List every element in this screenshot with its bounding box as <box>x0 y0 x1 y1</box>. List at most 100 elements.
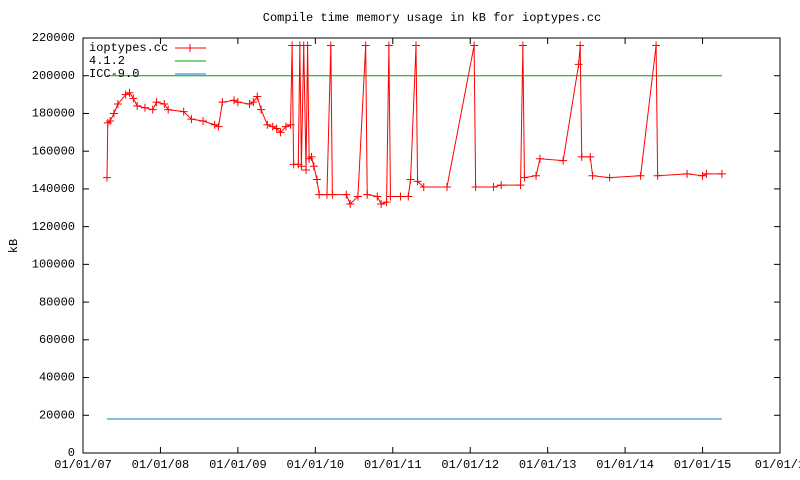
point-marker <box>109 109 118 118</box>
point-marker <box>412 41 421 50</box>
y-tick-label: 0 <box>68 446 75 460</box>
point-marker <box>312 175 321 184</box>
point-marker <box>263 120 272 129</box>
point-marker <box>328 190 337 199</box>
point-marker <box>419 183 428 192</box>
point-marker <box>272 124 281 133</box>
point-marker <box>559 156 568 165</box>
x-tick-label: 01/01/08 <box>132 458 190 472</box>
x-tick-label: 01/01/07 <box>54 458 112 472</box>
point-marker <box>346 200 355 208</box>
x-tick-label: 01/01/12 <box>441 458 499 472</box>
x-tick-label: 01/01/1 <box>755 458 800 472</box>
point-marker <box>605 173 614 182</box>
point-marker <box>382 198 391 207</box>
legend-label: ICC-9.0 <box>89 67 139 81</box>
y-axis-label: kB <box>7 239 21 253</box>
point-marker <box>520 173 529 182</box>
point-marker <box>698 171 707 180</box>
point-marker <box>442 183 451 192</box>
legend-label: 4.1.2 <box>89 54 125 68</box>
point-marker <box>302 166 311 175</box>
point-marker <box>249 98 258 107</box>
point-marker <box>281 122 290 131</box>
x-tick-label: 01/01/09 <box>209 458 267 472</box>
point-marker <box>683 169 692 178</box>
point-marker <box>342 190 351 199</box>
point-marker <box>245 100 254 109</box>
point-marker <box>129 94 138 103</box>
point-marker <box>518 41 527 50</box>
point-marker <box>315 190 324 199</box>
point-marker <box>121 90 130 99</box>
x-tick-label: 01/01/10 <box>287 458 345 472</box>
point-marker <box>133 101 142 110</box>
point-marker <box>140 103 149 112</box>
plot-border <box>82 37 781 454</box>
point-marker <box>702 169 711 178</box>
point-marker <box>532 171 541 180</box>
point-marker <box>404 192 413 201</box>
point-marker <box>148 105 157 114</box>
chart-title: Compile time memory usage in kB for iopt… <box>263 11 601 25</box>
point-marker <box>652 41 661 50</box>
point-marker <box>574 60 583 69</box>
point-marker <box>576 41 585 50</box>
series-line <box>106 45 722 205</box>
point-marker <box>160 100 169 109</box>
point-marker <box>288 41 297 50</box>
point-marker <box>230 96 239 105</box>
point-marker <box>309 162 318 171</box>
point-marker <box>125 88 134 97</box>
point-marker <box>384 41 393 50</box>
y-tick-label: 120000 <box>32 220 75 234</box>
y-tick-label: 180000 <box>32 107 75 121</box>
x-tick-label: 01/01/15 <box>674 458 732 472</box>
point-marker <box>103 173 112 182</box>
point-marker <box>152 98 161 107</box>
point-marker <box>113 100 122 109</box>
legend-marker <box>186 44 194 52</box>
point-marker <box>106 117 115 125</box>
point-marker <box>489 183 498 192</box>
point-marker <box>636 171 645 180</box>
point-marker <box>413 177 422 186</box>
y-tick-label: 140000 <box>32 182 75 196</box>
point-marker <box>257 105 266 114</box>
point-marker <box>588 171 597 180</box>
y-tick-label: 60000 <box>39 333 75 347</box>
point-marker <box>268 122 277 131</box>
x-tick-label: 01/01/13 <box>519 458 577 472</box>
x-tick-label: 01/01/14 <box>596 458 654 472</box>
point-marker <box>164 105 173 114</box>
point-marker <box>363 190 372 199</box>
point-marker <box>214 122 223 131</box>
point-marker <box>276 128 285 137</box>
point-marker <box>516 181 525 190</box>
point-marker <box>535 154 544 163</box>
point-marker <box>471 183 480 192</box>
y-tick-label: 160000 <box>32 144 75 158</box>
point-marker <box>396 192 405 201</box>
point-marker <box>386 192 395 201</box>
point-marker <box>586 152 595 161</box>
point-marker <box>361 41 370 50</box>
point-marker <box>218 98 227 107</box>
point-marker <box>497 181 506 190</box>
y-tick-label: 40000 <box>39 371 75 385</box>
point-marker <box>253 92 262 101</box>
point-marker <box>286 120 295 129</box>
y-tick-label: 200000 <box>32 69 75 83</box>
point-marker <box>297 162 306 171</box>
point-marker <box>210 120 219 129</box>
point-marker <box>233 98 242 107</box>
y-tick-label: 220000 <box>32 31 75 45</box>
point-marker <box>307 152 316 161</box>
y-tick-label: 20000 <box>39 408 75 422</box>
point-marker <box>470 41 479 50</box>
legend-label: ioptypes.cc <box>89 41 168 55</box>
point-marker <box>653 171 662 180</box>
point-marker <box>303 41 312 50</box>
point-marker <box>373 192 382 201</box>
